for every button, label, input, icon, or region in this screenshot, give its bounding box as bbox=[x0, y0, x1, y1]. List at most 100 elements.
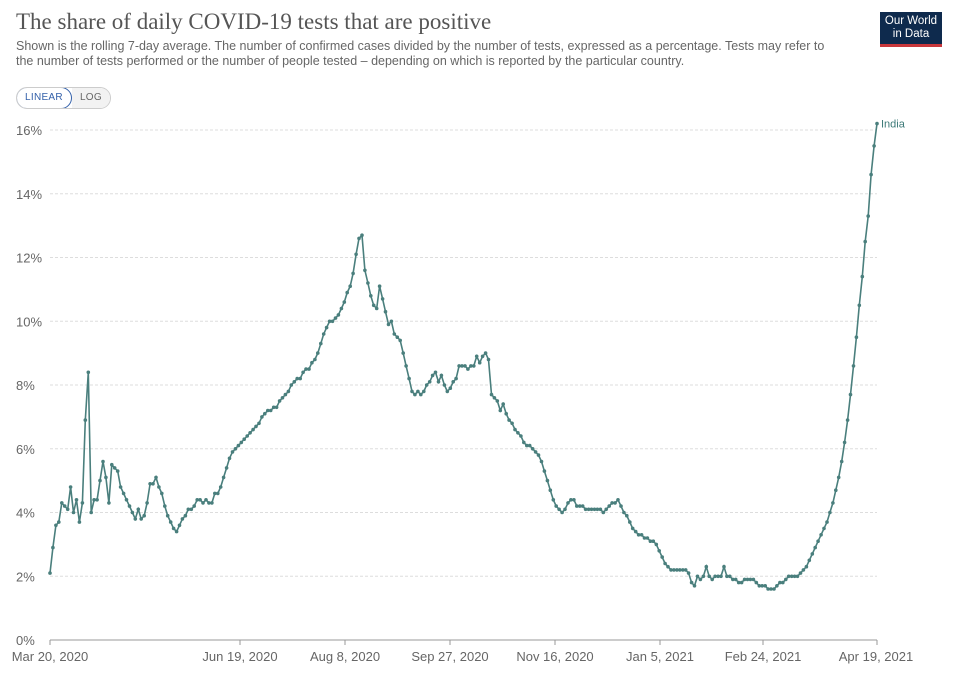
data-point[interactable] bbox=[386, 322, 391, 327]
data-point[interactable] bbox=[613, 501, 617, 505]
data-point[interactable] bbox=[86, 370, 91, 375]
data-point[interactable] bbox=[492, 396, 497, 400]
data-point[interactable] bbox=[483, 351, 488, 355]
data-point[interactable] bbox=[57, 520, 61, 524]
data-point[interactable] bbox=[466, 367, 470, 371]
data-point[interactable] bbox=[163, 504, 167, 508]
data-point[interactable] bbox=[474, 354, 479, 359]
data-point[interactable] bbox=[836, 475, 841, 480]
data-point[interactable] bbox=[689, 580, 694, 585]
data-point[interactable] bbox=[654, 542, 659, 547]
data-point[interactable] bbox=[68, 485, 73, 489]
data-point[interactable] bbox=[92, 498, 96, 502]
data-point[interactable] bbox=[495, 399, 500, 403]
data-point[interactable] bbox=[345, 290, 350, 295]
data-point[interactable] bbox=[171, 526, 176, 531]
data-point[interactable] bbox=[268, 408, 273, 413]
data-point[interactable] bbox=[728, 574, 732, 579]
data-point[interactable] bbox=[813, 545, 817, 550]
data-point[interactable] bbox=[557, 507, 561, 512]
data-point[interactable] bbox=[710, 577, 714, 582]
data-point[interactable] bbox=[763, 584, 767, 588]
log-scale-button[interactable]: LOG bbox=[71, 88, 110, 108]
data-point[interactable] bbox=[192, 504, 196, 508]
data-point[interactable] bbox=[530, 447, 535, 451]
data-point[interactable] bbox=[136, 507, 141, 512]
data-point[interactable] bbox=[336, 313, 341, 317]
data-point[interactable] bbox=[369, 294, 373, 298]
data-point[interactable] bbox=[536, 453, 541, 457]
data-point[interactable] bbox=[477, 360, 482, 365]
data-point[interactable] bbox=[419, 392, 423, 397]
data-point[interactable] bbox=[165, 513, 170, 518]
data-point[interactable] bbox=[589, 507, 594, 512]
data-point[interactable] bbox=[733, 577, 738, 582]
data-point[interactable] bbox=[139, 517, 143, 521]
data-point[interactable] bbox=[401, 351, 406, 355]
data-point[interactable] bbox=[831, 501, 835, 505]
data-point[interactable] bbox=[442, 383, 447, 387]
data-point[interactable] bbox=[716, 574, 720, 579]
data-point[interactable] bbox=[666, 564, 670, 569]
data-point[interactable] bbox=[148, 482, 152, 486]
data-point[interactable] bbox=[595, 507, 600, 512]
data-point[interactable] bbox=[795, 574, 800, 579]
data-point[interactable] bbox=[227, 456, 232, 461]
data-point[interactable] bbox=[351, 271, 355, 276]
data-point[interactable] bbox=[863, 239, 867, 244]
data-point[interactable] bbox=[395, 335, 400, 340]
owid-logo[interactable]: Our World in Data bbox=[880, 12, 942, 47]
data-point[interactable] bbox=[324, 325, 329, 330]
data-point[interactable] bbox=[307, 367, 311, 371]
data-point[interactable] bbox=[422, 389, 426, 394]
data-point[interactable] bbox=[686, 571, 691, 575]
data-point[interactable] bbox=[180, 517, 185, 521]
data-point[interactable] bbox=[298, 376, 303, 381]
data-point[interactable] bbox=[525, 443, 529, 448]
data-point[interactable] bbox=[460, 364, 464, 368]
data-point[interactable] bbox=[725, 574, 729, 579]
data-point[interactable] bbox=[110, 462, 114, 467]
data-point[interactable] bbox=[363, 268, 367, 273]
data-point[interactable] bbox=[319, 341, 323, 346]
data-point[interactable] bbox=[377, 284, 382, 289]
data-point[interactable] bbox=[572, 498, 576, 502]
data-point[interactable] bbox=[251, 427, 255, 432]
data-point[interactable] bbox=[872, 144, 876, 148]
data-point[interactable] bbox=[527, 443, 532, 448]
data-point[interactable] bbox=[648, 539, 653, 543]
data-point[interactable] bbox=[286, 389, 291, 394]
data-point[interactable] bbox=[480, 354, 485, 359]
data-point[interactable] bbox=[472, 364, 476, 368]
data-point[interactable] bbox=[445, 389, 450, 394]
data-point[interactable] bbox=[657, 549, 661, 553]
data-point[interactable] bbox=[204, 498, 208, 502]
data-point[interactable] bbox=[695, 574, 700, 579]
data-point[interactable] bbox=[636, 533, 641, 537]
data-point[interactable] bbox=[160, 491, 164, 496]
data-point[interactable] bbox=[89, 510, 93, 515]
data-point[interactable] bbox=[819, 533, 823, 537]
data-point[interactable] bbox=[221, 475, 226, 480]
data-point[interactable] bbox=[834, 488, 838, 493]
data-point[interactable] bbox=[213, 491, 217, 496]
data-point[interactable] bbox=[804, 564, 809, 569]
data-point[interactable] bbox=[510, 421, 514, 426]
data-point[interactable] bbox=[236, 443, 241, 448]
data-point[interactable] bbox=[645, 536, 650, 540]
data-point[interactable] bbox=[619, 504, 623, 508]
data-point[interactable] bbox=[83, 418, 88, 422]
data-point[interactable] bbox=[769, 587, 773, 591]
data-point[interactable] bbox=[195, 498, 199, 502]
data-point[interactable] bbox=[586, 507, 591, 512]
data-point[interactable] bbox=[230, 450, 235, 454]
data-point[interactable] bbox=[280, 396, 285, 400]
data-point[interactable] bbox=[713, 574, 717, 579]
data-point[interactable] bbox=[513, 427, 517, 432]
data-point[interactable] bbox=[380, 297, 385, 301]
data-point[interactable] bbox=[271, 405, 276, 410]
data-point[interactable] bbox=[548, 488, 553, 493]
data-point[interactable] bbox=[610, 501, 614, 505]
data-point[interactable] bbox=[757, 584, 762, 588]
data-point[interactable] bbox=[504, 411, 509, 416]
